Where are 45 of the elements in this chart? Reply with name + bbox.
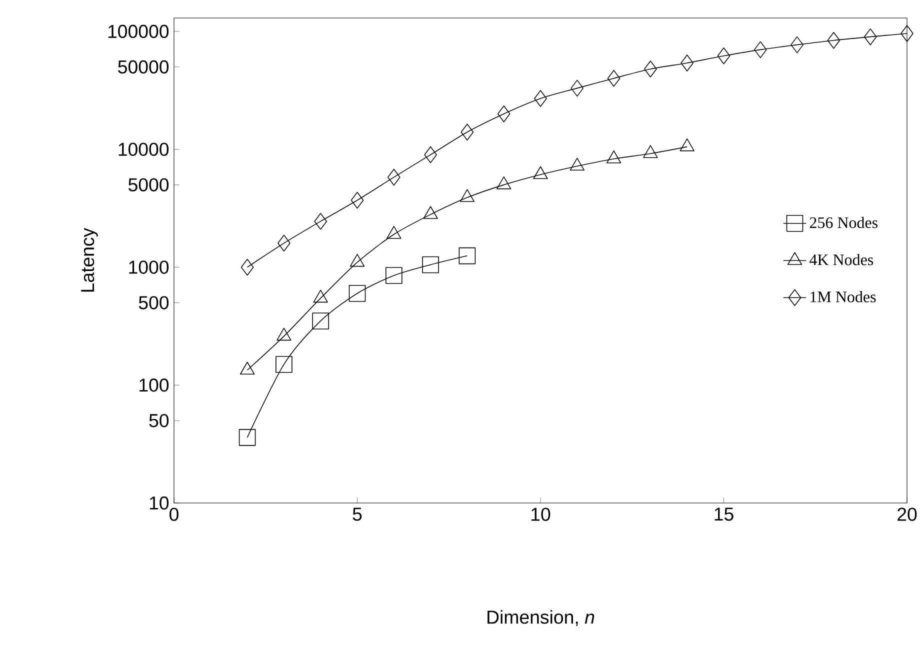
x-tick-label: 15 — [714, 508, 734, 521]
point — [458, 247, 476, 264]
point — [350, 192, 364, 209]
point — [276, 356, 292, 373]
point — [314, 212, 327, 230]
legend-label: 256 Nodes — [810, 216, 878, 228]
point — [388, 168, 400, 186]
y-tick-label: 50 — [149, 414, 169, 428]
x-tick-label: 10 — [532, 508, 550, 521]
point — [386, 267, 402, 284]
y-tick-label: 1000 — [129, 260, 169, 274]
point — [790, 36, 804, 54]
point — [278, 234, 290, 252]
x-tick-label: 20 — [898, 508, 917, 521]
point — [534, 90, 547, 107]
y-axis-title: Latency — [81, 228, 98, 292]
point — [348, 284, 366, 302]
point — [680, 54, 694, 72]
y-tick-label: 100000 — [108, 24, 169, 38]
point — [238, 429, 256, 446]
y-tick-label: 10000 — [118, 142, 169, 156]
point — [460, 124, 474, 140]
point — [497, 105, 510, 122]
point — [607, 70, 620, 87]
x-tick-label: 5 — [352, 508, 362, 521]
point — [644, 60, 657, 78]
point — [864, 28, 877, 46]
point — [240, 258, 254, 276]
y-tick-label: 5000 — [128, 178, 169, 192]
point — [422, 256, 439, 274]
point — [424, 146, 437, 164]
point — [717, 48, 730, 64]
x-tick-label: 0 — [170, 508, 178, 521]
x-axis-title: Dimension, n — [488, 610, 594, 626]
y-tick-label: 50000 — [118, 60, 169, 74]
y-tick-label: 100 — [140, 378, 169, 392]
point — [570, 80, 584, 97]
point — [900, 25, 914, 42]
point — [312, 312, 330, 330]
legend-label: 1M Nodes — [810, 291, 876, 302]
y-tick-label: 500 — [138, 296, 169, 310]
point — [827, 32, 840, 49]
point — [754, 41, 767, 58]
legend-label: 4K Nodes — [810, 254, 874, 266]
y-tick-label: 10 — [150, 496, 169, 510]
